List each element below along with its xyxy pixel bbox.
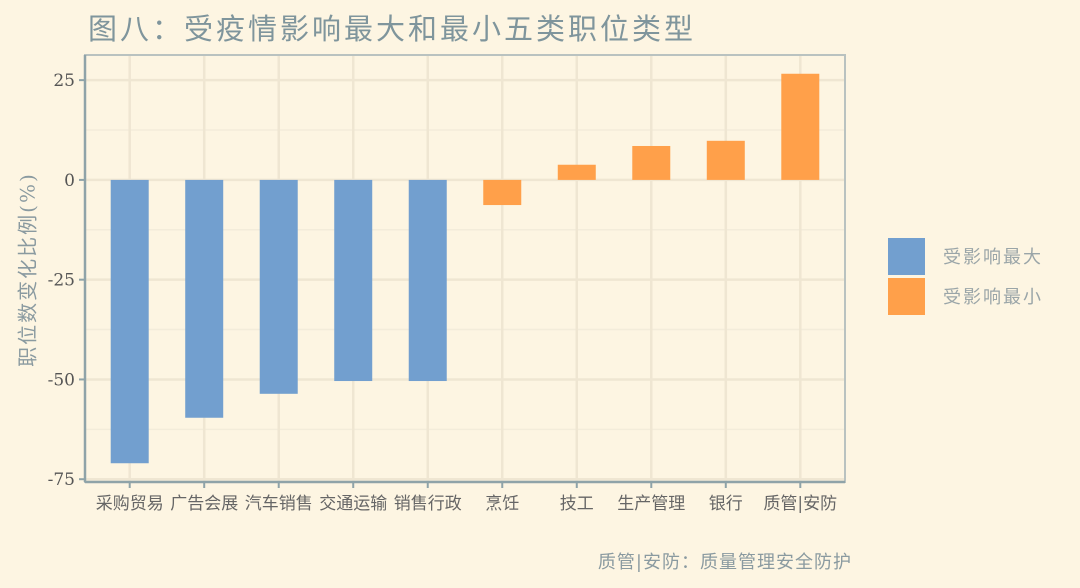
legend-swatch — [888, 237, 925, 275]
x-tick-label: 质管|安防 — [763, 494, 837, 514]
caption: 质管|安防：质量管理安全防护 — [597, 552, 852, 573]
x-tick-label: 烹饪 — [485, 493, 519, 514]
y-tick-label: 25 — [53, 71, 75, 91]
x-tick-label: 银行 — [709, 494, 743, 514]
x-tick-label: 交通运输 — [319, 494, 387, 514]
legend-label: 受影响最大 — [943, 247, 1043, 268]
bar — [334, 179, 373, 382]
bar — [557, 164, 596, 180]
legend-item-most: 受影响最大 — [888, 236, 1043, 276]
bar — [483, 179, 522, 206]
bar — [781, 73, 820, 180]
x-tick-label: 技工 — [560, 494, 594, 514]
bar — [259, 179, 298, 394]
y-tick-label: -75 — [48, 470, 75, 490]
y-tick-label: -25 — [48, 271, 75, 291]
bar — [185, 179, 224, 418]
x-tick-label: 汽车销售 — [245, 494, 313, 514]
x-tick-label: 广告会展 — [170, 494, 238, 514]
x-tick-label: 生产管理 — [617, 494, 685, 514]
bar — [408, 179, 447, 382]
legend-item-least: 受影响最小 — [888, 276, 1043, 316]
legend: 受影响最大 受影响最小 — [888, 236, 1043, 316]
bar — [632, 145, 671, 180]
chart-title: 图八：受疫情影响最大和最小五类职位类型 — [88, 12, 697, 46]
y-tick-label: 0 — [64, 171, 75, 191]
bar — [110, 179, 149, 464]
y-tick-label: -50 — [48, 370, 75, 390]
bar — [706, 140, 745, 180]
legend-swatch — [888, 277, 925, 315]
x-tick-label: 采购贸易 — [96, 494, 164, 514]
x-tick-label: 销售行政 — [394, 494, 462, 514]
legend-label: 受影响最小 — [943, 287, 1043, 308]
